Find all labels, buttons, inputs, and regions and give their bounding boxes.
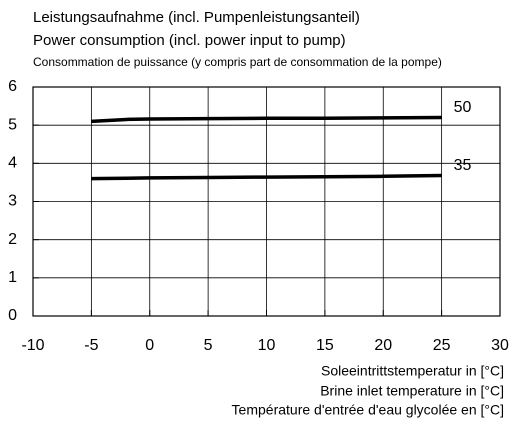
- series-label: 35: [454, 157, 472, 174]
- x-axis-label-fr: Température d'entrée d'eau glycolée en […: [232, 402, 504, 418]
- x-axis-label-de: Soleeintrittstemperatur in [°C]: [321, 363, 504, 379]
- x-tick-label: 5: [204, 337, 213, 354]
- y-tick-label: 4: [8, 155, 17, 172]
- y-tick-label: 2: [8, 231, 17, 248]
- title-fr: Consommation de puissance (y compris par…: [33, 55, 442, 69]
- x-tick-label: 20: [374, 337, 392, 354]
- series-line: [91, 173, 442, 181]
- series-label: 50: [454, 99, 472, 116]
- y-tick-label: 6: [8, 78, 17, 95]
- y-tick-label: 1: [8, 269, 17, 286]
- x-tick-label: -5: [84, 337, 98, 354]
- x-tick-label: 0: [145, 337, 154, 354]
- x-tick-label: 15: [316, 337, 334, 354]
- x-tick-label: 30: [491, 337, 509, 354]
- x-axis-label-en: Brine inlet temperature in [°C]: [320, 383, 504, 399]
- x-tick-label: 10: [258, 337, 276, 354]
- title-de: Leistungsaufnahme (incl. Pumpenleistungs…: [33, 9, 360, 26]
- plot-frame: [32, 86, 501, 317]
- y-tick-label: 0: [8, 307, 17, 324]
- series-line: [91, 115, 442, 124]
- x-tick-label: 25: [433, 337, 451, 354]
- y-tick-label: 3: [8, 193, 17, 210]
- x-tick-label: -10: [21, 337, 44, 354]
- title-en: Power consumption (incl. power input to …: [33, 32, 346, 49]
- y-tick-label: 5: [8, 116, 17, 133]
